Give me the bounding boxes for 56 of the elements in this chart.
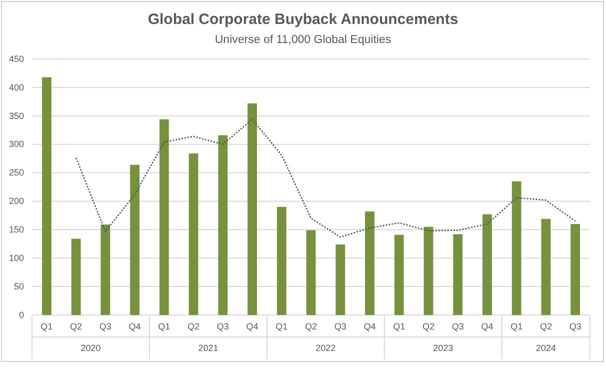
- x-tick-label: Q1: [158, 321, 170, 332]
- y-tick-label: 0: [18, 310, 24, 320]
- bar: [71, 238, 81, 315]
- x-tick-label: Q4: [246, 321, 258, 332]
- text: 2024: [536, 343, 556, 353]
- text: 2023: [433, 343, 454, 353]
- y-tick-label: 450: [8, 54, 24, 64]
- bar: [42, 77, 52, 315]
- bar: [336, 244, 346, 315]
- x-tick-label: Q2: [540, 321, 552, 332]
- line-series: [75, 118, 576, 238]
- x-tick-label: Q1: [510, 321, 523, 332]
- bar: [512, 181, 522, 315]
- x-tick-label: Q3: [452, 321, 464, 332]
- x-tick-label: Q2: [70, 321, 82, 332]
- x-tick-label: Q4: [481, 321, 494, 332]
- x-tick-label: Q3: [216, 321, 229, 332]
- x-tick-label: Q2: [304, 321, 318, 332]
- bar: [159, 119, 169, 315]
- text: 2022: [316, 343, 336, 353]
- bar: [130, 164, 140, 315]
- bar: [394, 234, 404, 315]
- x-tick-label: Q2: [422, 321, 434, 332]
- bar: [482, 214, 492, 315]
- x-tick-label: Q1: [276, 321, 288, 332]
- bar: [248, 103, 257, 315]
- bar: [218, 135, 228, 315]
- bar: [541, 218, 551, 315]
- bar: [365, 211, 374, 315]
- y-tick-label: 300: [8, 139, 24, 150]
- bar: [188, 153, 198, 315]
- text: 2020: [80, 343, 101, 353]
- x-tick-label: Q4: [364, 321, 376, 332]
- chart-title: Global Corporate Buyback Announcements: [148, 11, 458, 28]
- y-tick-label: 50: [14, 281, 24, 292]
- chart-subtitle: Universe of 11,000 Global Equities: [214, 34, 392, 46]
- text: 2021: [198, 343, 218, 353]
- bar: [570, 224, 580, 315]
- y-tick-label: 250: [8, 168, 24, 178]
- bar: [424, 226, 434, 315]
- x-tick-label: Q3: [99, 321, 112, 332]
- x-tick-label: Q1: [393, 321, 406, 332]
- x-tick-label: Q2: [188, 321, 200, 332]
- bar: [306, 230, 316, 315]
- y-tick-label: 150: [8, 224, 24, 235]
- bar: [453, 234, 463, 315]
- y-tick-label: 350: [8, 110, 24, 121]
- y-tick-label: 100: [8, 252, 24, 263]
- x-tick-label: Q1: [40, 321, 53, 332]
- bar: [276, 206, 286, 315]
- bar: [100, 224, 110, 315]
- x-tick-label: Q3: [569, 321, 582, 332]
- y-tick-label: 200: [8, 196, 24, 206]
- x-tick-label: Q4: [128, 321, 141, 332]
- x-tick-label: Q3: [334, 321, 346, 332]
- y-tick-label: 400: [8, 82, 24, 92]
